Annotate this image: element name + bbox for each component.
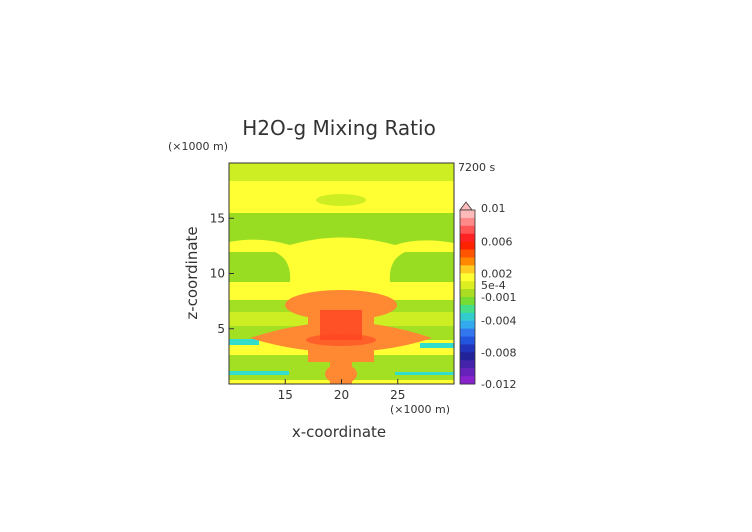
colorbar-band — [460, 273, 475, 282]
heatmap-field — [229, 163, 454, 384]
colorbar-band — [460, 328, 475, 338]
colorbar-band — [460, 281, 475, 290]
colorbar-band — [460, 360, 475, 369]
colorbar-band — [460, 336, 475, 345]
y-tick-label: 15 — [210, 211, 225, 225]
colorbar-band — [460, 233, 475, 243]
colorbar-band — [460, 304, 475, 314]
colorbar-band — [460, 241, 475, 251]
colorbar-band — [460, 217, 475, 227]
colorbar-band — [460, 210, 475, 219]
colorbar-label: 0.006 — [481, 236, 513, 249]
colorbar-band — [460, 297, 475, 306]
x-axis-label: x-coordinate — [292, 423, 386, 441]
colorbar-label: -0.008 — [481, 346, 516, 359]
colorbar-label: 5e-4 — [481, 279, 506, 292]
x-tick-label: 20 — [334, 388, 349, 402]
colorbar-arrow — [459, 201, 473, 211]
chart-title: H2O-g Mixing Ratio — [242, 116, 436, 140]
colorbar-band — [460, 320, 475, 330]
colorbar-label: -0.001 — [481, 291, 516, 304]
colorbar-band — [460, 225, 475, 235]
colorbar-band — [460, 312, 475, 322]
colorbar-band — [460, 289, 475, 298]
x-tick-group: 15 20 25 — [278, 379, 405, 402]
colorbar-band — [460, 352, 475, 361]
colorbar-label: 0.01 — [481, 202, 506, 215]
y-unit-label: (×1000 m) — [168, 140, 228, 153]
colorbar-label: 0.002 — [481, 267, 513, 280]
y-tick-label: 10 — [210, 267, 225, 281]
colorbar-band — [460, 257, 475, 266]
colorbar-label: -0.012 — [481, 378, 516, 391]
colorbar-label: -0.004 — [481, 315, 516, 328]
colorbar-band — [460, 249, 475, 258]
x-unit-label: (×1000 m) — [390, 403, 450, 416]
colorbar-band — [460, 368, 475, 377]
colorbar-band — [460, 265, 475, 274]
x-tick-label: 15 — [278, 388, 293, 402]
y-tick-label: 5 — [217, 322, 225, 336]
colorbar-band — [460, 376, 475, 385]
colorbar-band — [460, 344, 475, 353]
y-axis-label: z-coordinate — [183, 226, 201, 319]
x-tick-label: 25 — [390, 388, 405, 402]
time-label: 7200 s — [458, 161, 495, 174]
y-tick-group: 5 10 15 — [210, 211, 234, 336]
